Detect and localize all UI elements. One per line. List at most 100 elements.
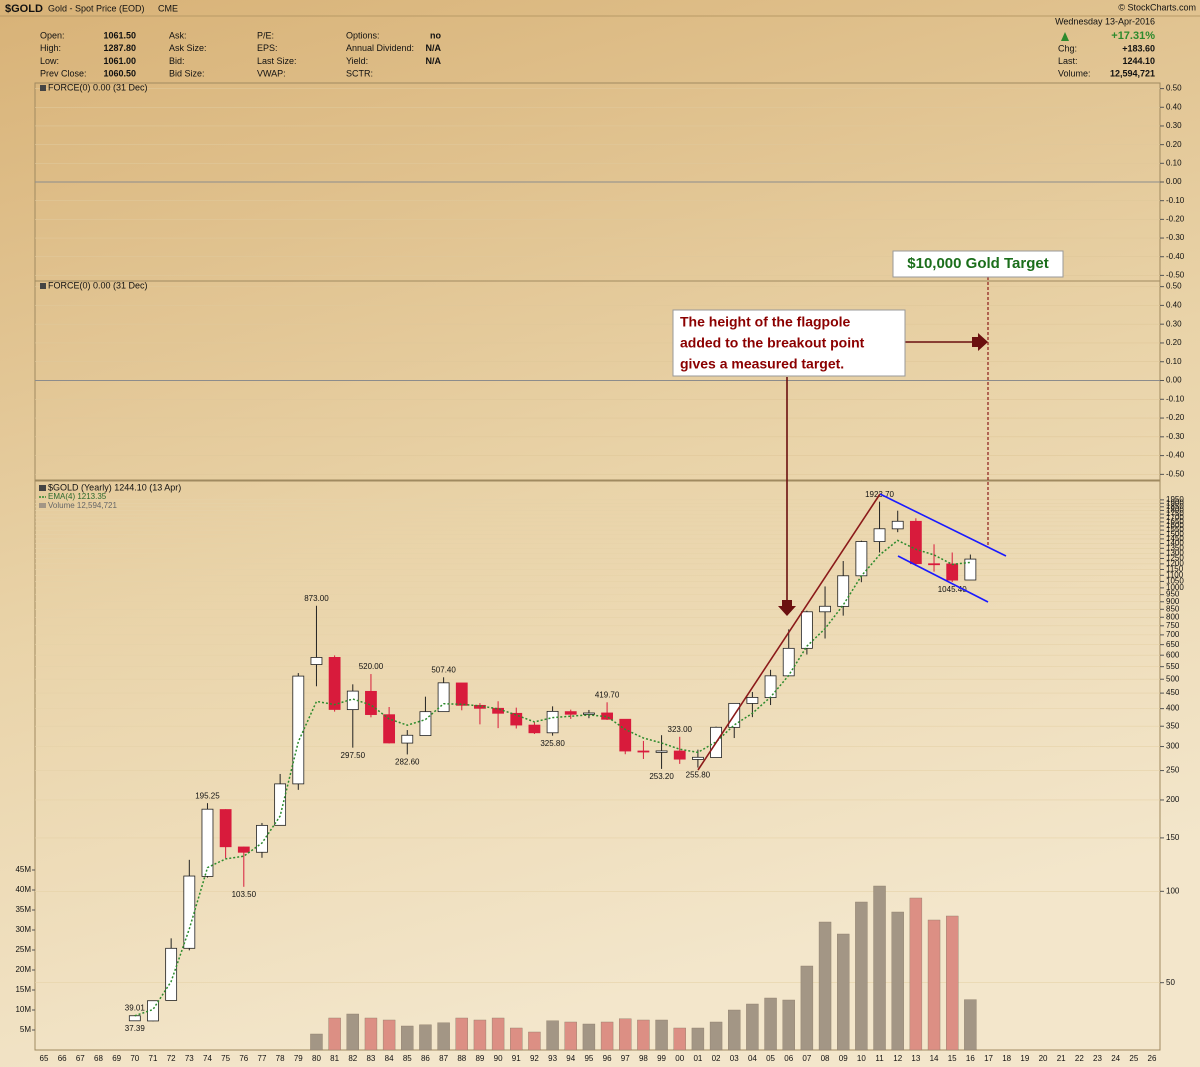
date: Wednesday 13-Apr-2016 <box>1055 16 1155 26</box>
volume-tick-label: 30M <box>15 925 31 934</box>
x-tick-label: 74 <box>203 1054 212 1063</box>
panel-icon <box>40 85 46 91</box>
y-tick-label: -0.30 <box>1166 432 1185 441</box>
y-tick-label: 1500 <box>1166 530 1184 539</box>
y-tick-label: 0.10 <box>1166 357 1182 366</box>
field-label: SCTR: <box>346 68 373 78</box>
candle-body <box>292 675 305 785</box>
x-tick-label: 82 <box>348 1054 357 1063</box>
volume-tick-label: 15M <box>15 985 31 994</box>
legend-entry: Volume 12,594,721 <box>48 501 117 510</box>
y-tick-label: 0.50 <box>1166 84 1182 93</box>
volume-bar <box>891 911 904 1051</box>
high-label: 419.70 <box>595 690 620 699</box>
panel-title: FORCE(0) 0.00 (31 Dec) <box>48 280 148 290</box>
field-value: no <box>430 30 441 40</box>
field-label: High: <box>40 43 61 53</box>
y-tick-label: -0.20 <box>1166 214 1185 223</box>
channel-top <box>879 493 1007 557</box>
x-tick-label: 68 <box>94 1054 103 1063</box>
candle-body <box>637 750 650 753</box>
y-tick-label: 0.20 <box>1166 338 1182 347</box>
field-label: Yield: <box>346 56 368 66</box>
x-tick-label: 15 <box>948 1054 957 1063</box>
y-tick-label: 1350 <box>1166 543 1184 552</box>
ema-line <box>134 539 971 1017</box>
candle-body <box>873 528 886 542</box>
candle-body <box>692 756 704 760</box>
volume-bar <box>728 1009 741 1051</box>
candle-body <box>601 712 613 720</box>
x-tick-label: 03 <box>730 1054 739 1063</box>
field-label: Bid Size: <box>169 68 205 78</box>
candle-body <box>492 707 504 714</box>
legend-entry: EMA(4) 1213.35 <box>48 492 107 501</box>
x-tick-label: 80 <box>312 1054 321 1063</box>
flagpole-text: gives a measured target. <box>680 356 844 372</box>
high-label: 520.00 <box>359 662 384 671</box>
low-label: 253.20 <box>649 772 674 781</box>
x-tick-label: 21 <box>1057 1054 1066 1063</box>
y-tick-label: 0.40 <box>1166 102 1182 111</box>
field-value: 1061.00 <box>103 56 136 66</box>
volume-bar <box>818 921 832 1051</box>
flagpole-text: The height of the flagpole <box>680 314 851 330</box>
y-tick-label: 1200 <box>1166 559 1184 568</box>
volume-bar <box>945 915 959 1051</box>
x-tick-label: 07 <box>802 1054 811 1063</box>
candle-body <box>201 808 214 877</box>
x-tick-label: 04 <box>748 1054 757 1063</box>
candle-body <box>219 809 232 848</box>
candle-body <box>383 714 396 744</box>
y-tick-label: -0.40 <box>1166 451 1185 460</box>
y-tick-label: 1850 <box>1166 502 1184 511</box>
flagpole-line <box>697 493 881 771</box>
x-tick-label: 92 <box>530 1054 539 1063</box>
symbol: $GOLD <box>5 3 43 15</box>
y-tick-label: 700 <box>1166 630 1180 639</box>
y-tick-label: 550 <box>1166 662 1180 671</box>
field-value: 1287.80 <box>103 43 136 53</box>
candle-body <box>437 682 450 713</box>
x-tick-label: 11 <box>875 1054 884 1063</box>
x-tick-label: 71 <box>149 1054 158 1063</box>
x-tick-label: 16 <box>966 1054 975 1063</box>
x-tick-label: 83 <box>366 1054 375 1063</box>
x-tick-label: 94 <box>566 1054 575 1063</box>
low-label: 255.80 <box>686 771 711 780</box>
x-tick-label: 10 <box>857 1054 866 1063</box>
field-label: Volume: <box>1058 68 1091 78</box>
field-label: P/E: <box>257 30 274 40</box>
y-tick-label: 0.40 <box>1166 301 1182 310</box>
volume-bar <box>673 1027 686 1051</box>
y-tick-label: 1000 <box>1166 583 1184 592</box>
field-label: Bid: <box>169 56 185 66</box>
x-tick-label: 12 <box>893 1054 902 1063</box>
x-tick-label: 81 <box>330 1054 339 1063</box>
y-tick-label: 1950 <box>1166 495 1184 504</box>
y-tick-label: -0.40 <box>1166 252 1185 261</box>
x-tick-label: 77 <box>258 1054 267 1063</box>
y-tick-label: 100 <box>1166 886 1180 895</box>
volume-bar <box>637 1019 650 1051</box>
volume-bar <box>437 1022 450 1051</box>
volume-bar <box>600 1021 614 1051</box>
target-text: $10,000 Gold Target <box>907 255 1048 272</box>
candle-body <box>746 696 759 704</box>
low-label: 325.80 <box>540 739 565 748</box>
candle-body <box>782 647 795 677</box>
x-tick-label: 22 <box>1075 1054 1084 1063</box>
y-tick-label: 250 <box>1166 766 1180 775</box>
low-label: 103.50 <box>232 890 257 899</box>
y-tick-label: 900 <box>1166 597 1180 606</box>
x-tick-label: 69 <box>112 1054 121 1063</box>
high-label: 195.25 <box>195 791 220 800</box>
volume-bar <box>382 1019 396 1051</box>
x-tick-label: 86 <box>421 1054 430 1063</box>
x-tick-label: 91 <box>512 1054 521 1063</box>
candle-body <box>237 846 250 853</box>
candle-body <box>891 520 904 530</box>
y-tick-label: 0.30 <box>1166 121 1182 130</box>
